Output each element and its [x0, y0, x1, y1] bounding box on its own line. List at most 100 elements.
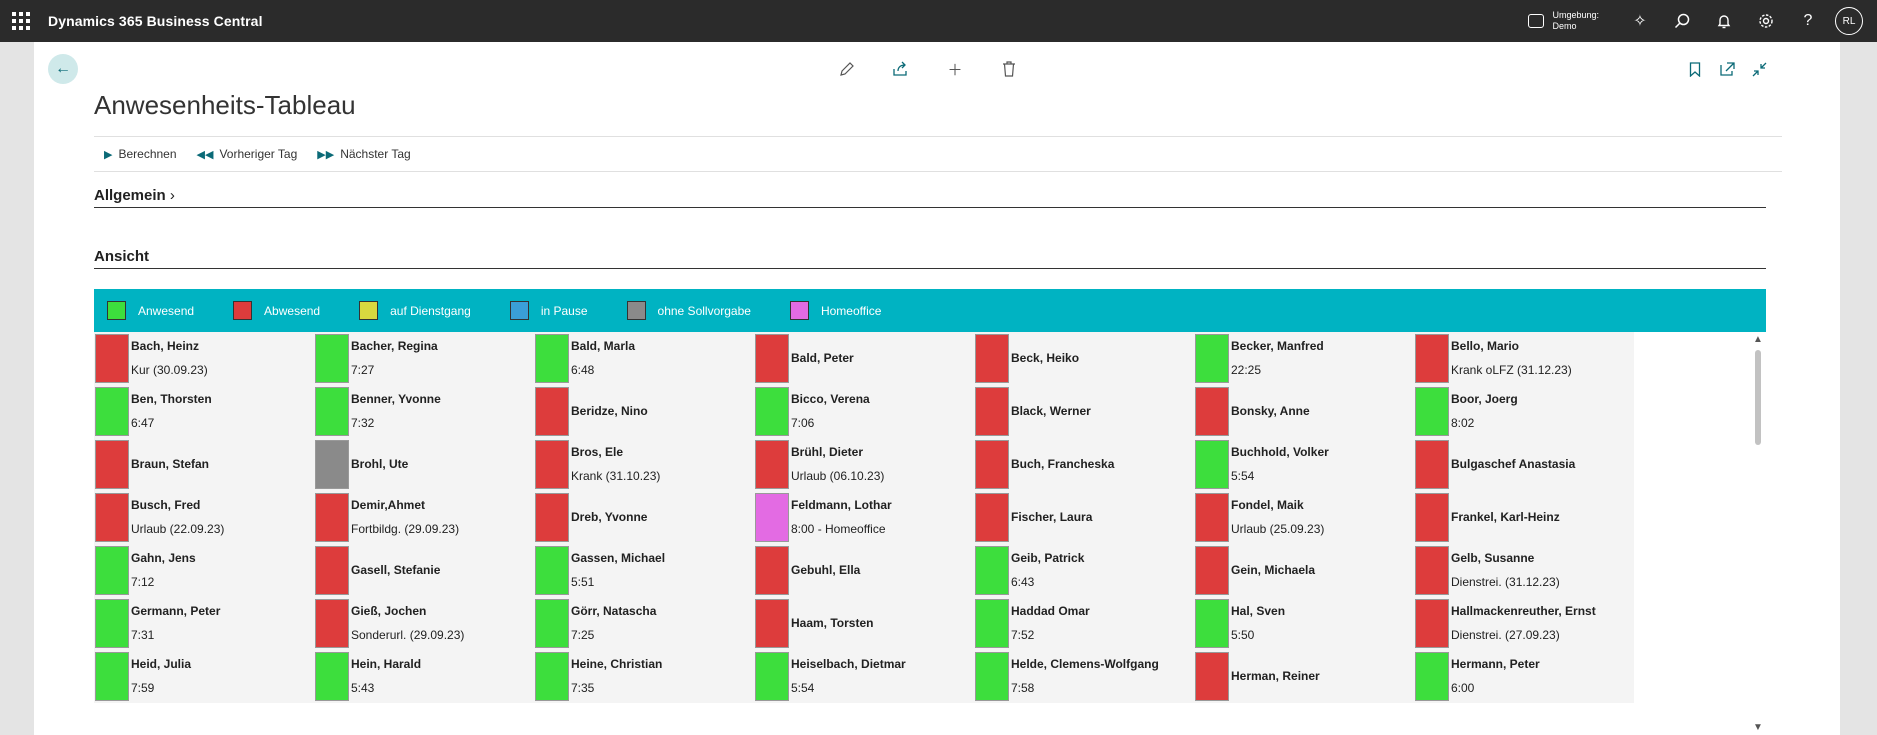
bookmark-icon[interactable] [1682, 58, 1708, 80]
edit-pencil-icon[interactable] [834, 58, 860, 80]
open-new-window-icon[interactable] [1714, 58, 1740, 80]
employee-tile[interactable]: Braun, Stefan [94, 438, 314, 491]
employee-tile[interactable]: Black, Werner [974, 385, 1194, 438]
employee-tile[interactable]: Buchhold, Volker 5:54 [1194, 438, 1414, 491]
action-previous-day[interactable]: ◀◀ Vorheriger Tag [197, 147, 298, 161]
employee-name: Bonsky, Anne [1231, 404, 1310, 418]
employee-tile[interactable]: Boor, Joerg 8:02 [1414, 385, 1634, 438]
action-berechnen[interactable]: ▶ Berechnen [104, 147, 177, 161]
employee-status-detail: 5:43 [351, 681, 375, 695]
employee-tile[interactable]: Gasell, Stefanie [314, 544, 534, 597]
grid-scrollbar[interactable]: ▲ ▼ [1750, 332, 1766, 735]
employee-tile[interactable]: Bald, Peter [754, 332, 974, 385]
employee-status-detail: Sonderurl. (29.09.23) [351, 628, 465, 642]
employee-tile[interactable]: Gelb, Susanne Dienstrei. (31.12.23) [1414, 544, 1634, 597]
employee-name: Brühl, Dieter [791, 445, 864, 459]
page-actions: ＋ [834, 58, 1022, 80]
status-swatch [975, 599, 1009, 648]
employee-tile[interactable]: Heid, Julia 7:59 [94, 650, 314, 703]
collapse-icon[interactable] [1746, 58, 1772, 80]
avatar[interactable]: RL [1835, 7, 1863, 35]
new-plus-icon[interactable]: ＋ [947, 61, 963, 79]
employee-tile[interactable]: Gebuhl, Ella [754, 544, 974, 597]
employee-tile[interactable]: Busch, Fred Urlaub (22.09.23) [94, 491, 314, 544]
scroll-down-icon[interactable]: ▼ [1753, 722, 1763, 733]
employee-name: Helde, Clemens-Wolfgang [1011, 657, 1159, 671]
employee-tile[interactable]: Beck, Heiko [974, 332, 1194, 385]
employee-tile[interactable]: Feldmann, Lothar 8:00 - Homeoffice [754, 491, 974, 544]
employee-tile[interactable]: Ben, Thorsten 6:47 [94, 385, 314, 438]
employee-tile[interactable]: Bros, Ele Krank (31.10.23) [534, 438, 754, 491]
legend-item: ohne Sollvorgabe [626, 301, 751, 320]
employee-tile[interactable]: Herman, Reiner [1194, 650, 1414, 703]
employee-tile[interactable]: Haam, Torsten [754, 597, 974, 650]
gear-icon[interactable] [1745, 0, 1787, 42]
section-view-header[interactable]: Ansicht [94, 248, 1766, 269]
employee-tile[interactable]: Bello, Mario Krank oLFZ (31.12.23) [1414, 332, 1634, 385]
app-title[interactable]: Dynamics 365 Business Central [48, 13, 263, 29]
app-launcher-icon[interactable] [12, 12, 30, 30]
status-swatch [755, 493, 789, 542]
help-icon[interactable]: ? [1803, 12, 1813, 29]
employee-tile[interactable]: Hal, Sven 5:50 [1194, 597, 1414, 650]
environment-indicator[interactable]: Umgebung: Demo [1528, 10, 1599, 32]
employee-tile[interactable]: Bald, Marla 6:48 [534, 332, 754, 385]
employee-name: Gelb, Susanne [1451, 551, 1535, 565]
back-arrow-icon[interactable]: ← [48, 54, 78, 84]
status-swatch [1195, 493, 1229, 542]
employee-tile[interactable]: Demir,Ahmet Fortbildg. (29.09.23) [314, 491, 534, 544]
employee-tile[interactable]: Heine, Christian 7:35 [534, 650, 754, 703]
bell-icon[interactable] [1703, 0, 1745, 42]
employee-tile[interactable]: Gahn, Jens 7:12 [94, 544, 314, 597]
status-swatch [1195, 599, 1229, 648]
employee-tile[interactable]: Gassen, Michael 5:51 [534, 544, 754, 597]
employee-tile[interactable]: Brohl, Ute [314, 438, 534, 491]
scroll-up-icon[interactable]: ▲ [1753, 334, 1763, 345]
employee-tile[interactable]: Frankel, Karl-Heinz [1414, 491, 1634, 544]
employee-tile[interactable]: Bach, Heinz Kur (30.09.23) [94, 332, 314, 385]
employee-tile[interactable]: Fondel, Maik Urlaub (25.09.23) [1194, 491, 1414, 544]
employee-tile[interactable]: Beridze, Nino [534, 385, 754, 438]
action-next-day[interactable]: ▶▶ Nächster Tag [317, 147, 410, 161]
scrollbar-thumb[interactable] [1755, 350, 1761, 445]
delete-trash-icon[interactable] [996, 58, 1022, 80]
employee-tile[interactable]: Bacher, Regina 7:27 [314, 332, 534, 385]
employee-tile[interactable]: Dreb, Yvonne [534, 491, 754, 544]
employee-tile[interactable]: Benner, Yvonne 7:32 [314, 385, 534, 438]
legend-swatch [107, 301, 126, 320]
employee-tile[interactable]: Hallmackenreuther, Ernst Dienstrei. (27.0… [1414, 597, 1634, 650]
employee-tile[interactable]: Bonsky, Anne [1194, 385, 1414, 438]
employee-tile[interactable]: Görr, Natascha 7:25 [534, 597, 754, 650]
employee-name: Bros, Ele [571, 445, 624, 459]
status-swatch [95, 387, 129, 436]
legend-swatch [233, 301, 253, 320]
copilot-icon[interactable]: ✧ [1633, 13, 1647, 30]
employee-tile[interactable]: Fischer, Laura [974, 491, 1194, 544]
employee-tile[interactable]: Bulgaschef Anastasia [1414, 438, 1634, 491]
share-icon[interactable] [888, 58, 914, 80]
section-view-label: Ansicht [94, 248, 150, 265]
status-swatch [535, 493, 569, 542]
status-swatch [95, 493, 129, 542]
employee-tile[interactable]: Hein, Harald 5:43 [314, 650, 534, 703]
employee-status-detail: 6:48 [571, 363, 595, 377]
employee-tile[interactable]: Geib, Patrick 6:43 [974, 544, 1194, 597]
employee-tile[interactable]: Becker, Manfred 22:25 [1194, 332, 1414, 385]
legend-swatch [789, 301, 809, 320]
employee-tile[interactable]: Haddad Omar 7:52 [974, 597, 1194, 650]
section-general-header[interactable]: Allgemein › [94, 187, 1766, 208]
employee-tile[interactable]: Gieß, Jochen Sonderurl. (29.09.23) [314, 597, 534, 650]
employee-tile[interactable]: Buch, Francheska [974, 438, 1194, 491]
status-swatch [315, 599, 349, 648]
employee-tile[interactable]: Germann, Peter 7:31 [94, 597, 314, 650]
search-icon[interactable] [1661, 0, 1703, 42]
employee-tile[interactable]: Gein, Michaela [1194, 544, 1414, 597]
employee-name: Bald, Marla [571, 339, 636, 353]
environment-value: Demo [1552, 21, 1577, 31]
employee-tile[interactable]: Brühl, Dieter Urlaub (06.10.23) [754, 438, 974, 491]
employee-tile[interactable]: Heiselbach, Dietmar 5:54 [754, 650, 974, 703]
employee-tile[interactable]: Hermann, Peter 6:00 [1414, 650, 1634, 703]
employee-tile[interactable]: Helde, Clemens-Wolfgang 7:58 [974, 650, 1194, 703]
employee-tile[interactable]: Bicco, Verena 7:06 [754, 385, 974, 438]
status-swatch [1415, 493, 1449, 542]
